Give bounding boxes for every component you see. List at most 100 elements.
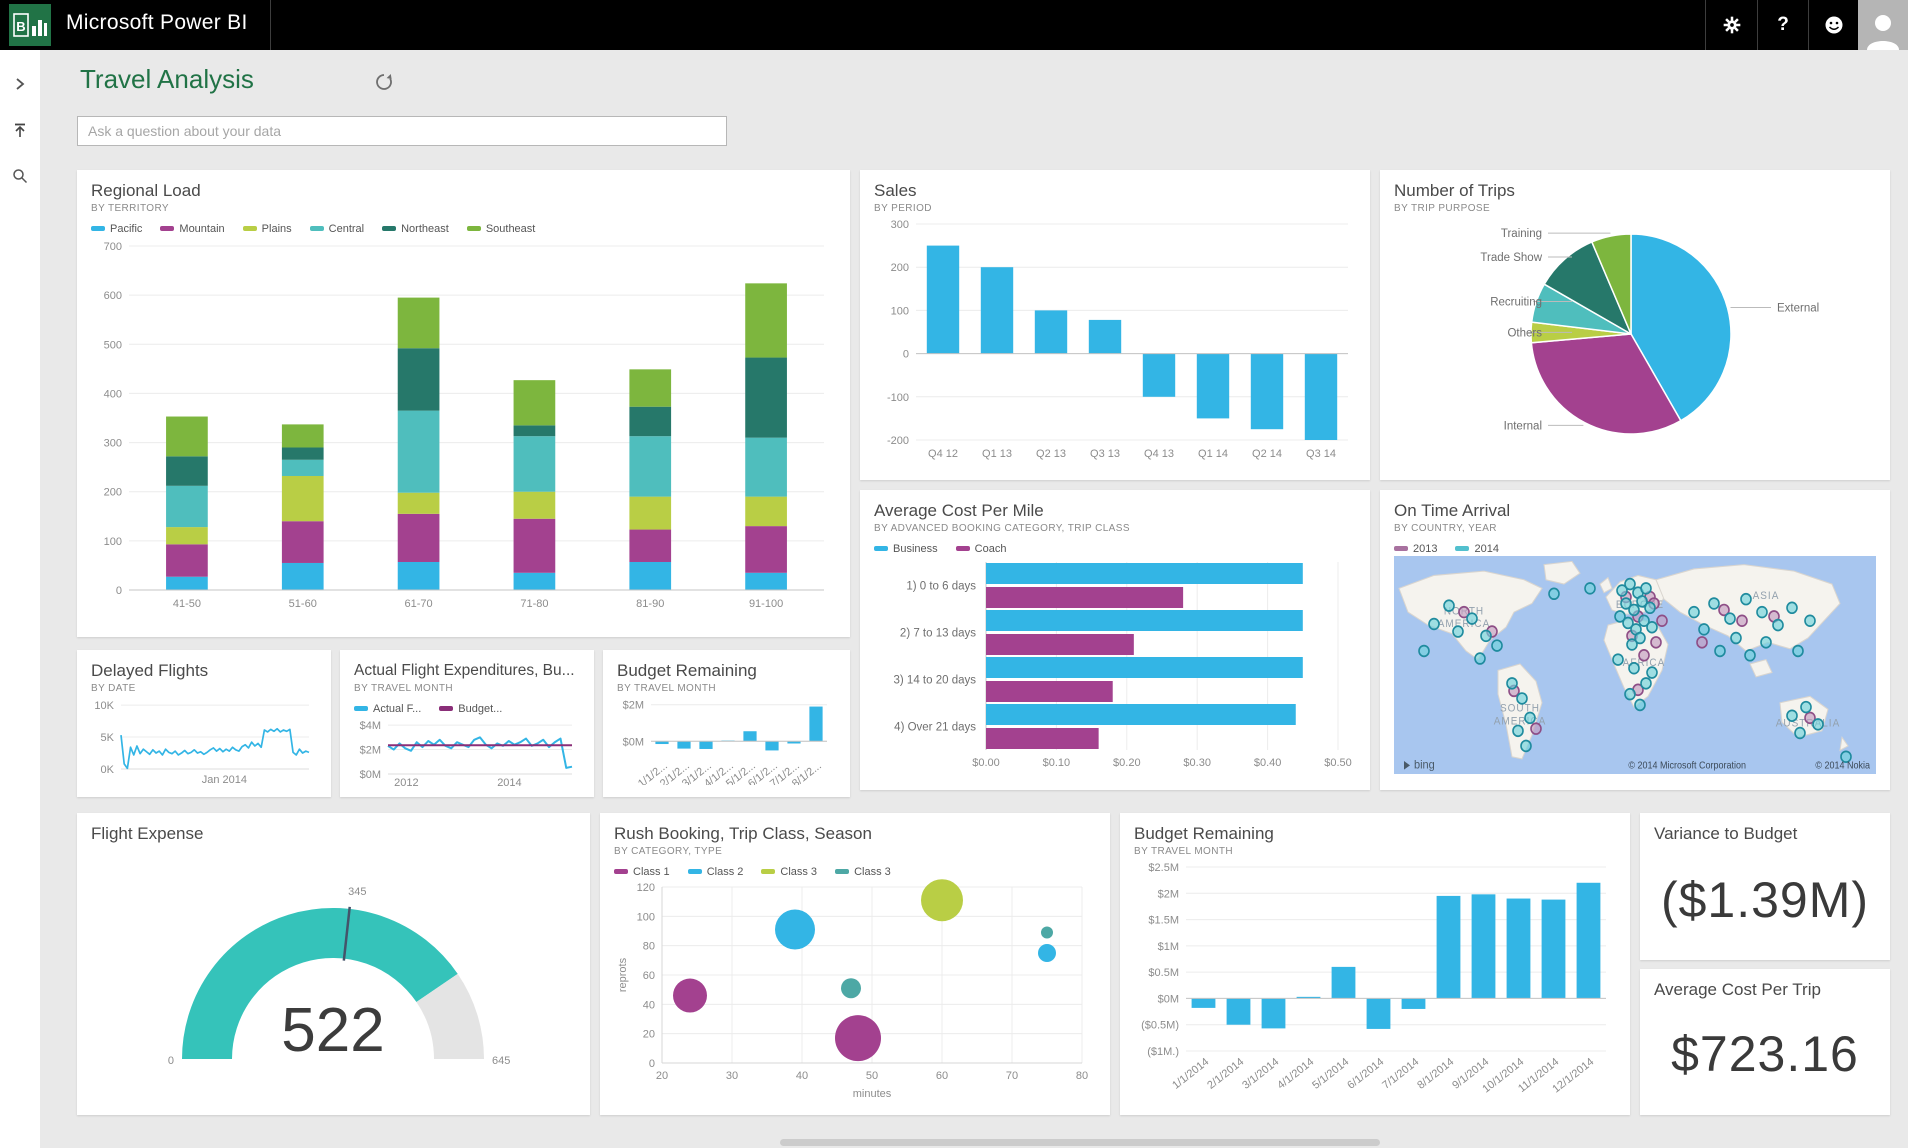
- legend-item[interactable]: Northeast: [382, 223, 449, 235]
- svg-text:91-100: 91-100: [749, 598, 783, 610]
- svg-text:60: 60: [643, 970, 655, 982]
- help-icon[interactable]: ?: [1777, 14, 1789, 35]
- svg-text:700: 700: [104, 241, 122, 253]
- tile-subtitle: BY TRAVEL MONTH: [1134, 846, 1233, 857]
- svg-text:0: 0: [903, 349, 909, 361]
- tile-rush-booking[interactable]: Rush Booking, Trip Class, Season BY CATE…: [600, 813, 1110, 1115]
- settings-gear-icon[interactable]: [1709, 0, 1755, 50]
- tile-budget-remaining[interactable]: Budget Remaining BY TRAVEL MONTH $2.5M $2…: [1120, 813, 1630, 1115]
- regional-load-chart: 700 600 500 400 300 200 100 0 41-50 51-60 61-70 71-…: [104, 241, 824, 610]
- svg-text:Q3 14: Q3 14: [1306, 448, 1336, 460]
- horizontal-scrollbar-thumb[interactable]: [780, 1139, 1380, 1146]
- tile-subtitle: BY DATE: [91, 683, 136, 694]
- tile-average-cost-per-mile[interactable]: Average Cost Per Mile BY ADVANCED BOOKIN…: [860, 490, 1370, 790]
- tile-budget-remaining-small[interactable]: Budget Remaining BY TRAVEL MONTH $2M $0M 1…: [603, 650, 850, 797]
- legend: Actual F... Budget...: [354, 701, 580, 716]
- svg-text:41-50: 41-50: [173, 598, 201, 610]
- tile-title: Average Cost Per Trip: [1654, 980, 1821, 999]
- legend-item[interactable]: Class 3: [835, 866, 891, 878]
- svg-text:$2.5M: $2.5M: [1148, 862, 1179, 874]
- legend-item[interactable]: Mountain: [160, 223, 225, 235]
- tile-title: On Time Arrival: [1394, 501, 1511, 520]
- legend-item[interactable]: Central: [309, 223, 364, 235]
- svg-text:200: 200: [104, 487, 122, 499]
- svg-text:300: 300: [104, 438, 122, 450]
- legend-item[interactable]: 2014: [1455, 543, 1499, 555]
- svg-text:$1M: $1M: [1158, 941, 1179, 953]
- svg-text:300: 300: [891, 219, 909, 231]
- tile-sales[interactable]: Sales BY PERIOD 300 200 100 0 -100 -200 Q4 12 Q…: [860, 170, 1370, 480]
- svg-text:71-80: 71-80: [520, 598, 548, 610]
- tile-subtitle: BY TRAVEL MONTH: [354, 683, 453, 694]
- legend-item[interactable]: Class 3: [761, 866, 817, 878]
- legend-item[interactable]: Southeast: [466, 223, 535, 235]
- tile-subtitle: BY ADVANCED BOOKING CATEGORY, TRIP CLASS: [874, 523, 1130, 534]
- refresh-icon: [376, 74, 392, 90]
- svg-text:-100: -100: [887, 392, 909, 404]
- tile-variance-to-budget[interactable]: Variance to Budget ($1.39M): [1640, 813, 1890, 960]
- svg-text:40: 40: [796, 1070, 808, 1082]
- legend-item[interactable]: Business: [874, 543, 938, 555]
- sidebar-expand-button[interactable]: [0, 64, 40, 104]
- svg-text:500: 500: [104, 339, 122, 351]
- svg-text:30: 30: [726, 1070, 738, 1082]
- svg-text:Training: Training: [1501, 228, 1542, 240]
- tile-on-time-arrival[interactable]: On Time Arrival BY COUNTRY, YEAR 2013 201…: [1380, 490, 1890, 790]
- svg-text:70: 70: [1006, 1070, 1018, 1082]
- legend-item[interactable]: Class 1: [614, 866, 670, 878]
- collapse-to-top-button[interactable]: [0, 110, 40, 150]
- svg-text:Q3 13: Q3 13: [1090, 448, 1120, 460]
- svg-text:© 2014 Nokia: © 2014 Nokia: [1815, 760, 1870, 770]
- search-input[interactable]: [77, 116, 727, 146]
- tile-flight-expense[interactable]: Flight Expense 345 0 645 522: [77, 813, 590, 1115]
- tile-average-cost-per-trip[interactable]: Average Cost Per Trip $723.16: [1640, 969, 1890, 1115]
- svg-text:Jan 2014: Jan 2014: [202, 774, 247, 785]
- svg-text:645: 645: [492, 1055, 510, 1067]
- svg-text:AFRICA: AFRICA: [1623, 658, 1666, 669]
- svg-text:Q4 13: Q4 13: [1144, 448, 1174, 460]
- tile-subtitle: BY TRIP PURPOSE: [1394, 203, 1491, 214]
- sales-chart: 300 200 100 0 -100 -200 Q4 12 Q1 13 Q2 13 Q3 13 Q4…: [887, 219, 1348, 460]
- svg-text:bing: bing: [1414, 759, 1435, 771]
- legend-item[interactable]: Pacific: [91, 223, 142, 235]
- cost-per-mile-chart: $0.00 $0.10 $0.20 $0.30 $0.40 $0.50 1) 0 to 6 …: [894, 562, 1352, 769]
- svg-text:4) Over 21 days: 4) Over 21 days: [894, 722, 976, 734]
- svg-text:20: 20: [656, 1070, 668, 1082]
- svg-text:5/1/2014: 5/1/2014: [1310, 1056, 1351, 1092]
- legend-item[interactable]: Class 2: [687, 866, 743, 878]
- svg-text:60: 60: [936, 1070, 948, 1082]
- legend-item[interactable]: Coach: [955, 543, 1006, 555]
- svg-text:10K: 10K: [94, 700, 114, 712]
- power-bi-logo-icon[interactable]: B: [9, 4, 51, 46]
- svg-text:600: 600: [104, 290, 122, 302]
- svg-text:Others: Others: [1507, 327, 1542, 339]
- tile-actual-flight-expenditures[interactable]: Actual Flight Expenditures, Bu... BY TRA…: [340, 650, 594, 797]
- tile-title: Flight Expense: [91, 824, 204, 843]
- svg-text:200: 200: [891, 262, 909, 274]
- svg-text:$2M: $2M: [360, 745, 381, 757]
- tile-subtitle: BY PERIOD: [874, 203, 932, 214]
- tile-number-of-trips[interactable]: Number of Trips BY TRIP PURPOSE External…: [1380, 170, 1890, 480]
- svg-text:$0M: $0M: [623, 736, 644, 748]
- svg-text:AUSTRALIA: AUSTRALIA: [1776, 718, 1841, 729]
- legend-item[interactable]: Plains: [242, 223, 292, 235]
- smiley-icon: [1825, 16, 1843, 34]
- legend-item[interactable]: Actual F...: [354, 703, 421, 715]
- tile-regional-load[interactable]: Regional Load BY TERRITORY Pacific Mounta…: [77, 170, 850, 637]
- svg-text:100: 100: [891, 305, 909, 317]
- tile-delayed-flights[interactable]: Delayed Flights BY DATE 10K 5K 0K Jan 2014: [77, 650, 331, 797]
- user-avatar[interactable]: [1858, 0, 1908, 50]
- legend-item[interactable]: Budget...: [439, 703, 502, 715]
- svg-text:0: 0: [649, 1058, 655, 1070]
- refresh-button[interactable]: [374, 72, 394, 92]
- legend: Business Coach: [874, 541, 1356, 556]
- page-title: Travel Analysis: [80, 64, 254, 94]
- trips-pie-chart: External Internal Others Recruiting Trade Sh…: [1480, 228, 1819, 435]
- tile-title: Rush Booking, Trip Class, Season: [614, 824, 872, 843]
- rush-booking-bubble-chart: 20 30 40 50 60 70 80120100806040200minutesrepr…: [617, 879, 1088, 1100]
- legend-item[interactable]: 2013: [1394, 543, 1437, 555]
- feedback-smiley-icon[interactable]: [1811, 0, 1857, 50]
- svg-text:51-60: 51-60: [289, 598, 317, 610]
- search-button[interactable]: [0, 156, 40, 196]
- svg-text:100: 100: [104, 536, 122, 548]
